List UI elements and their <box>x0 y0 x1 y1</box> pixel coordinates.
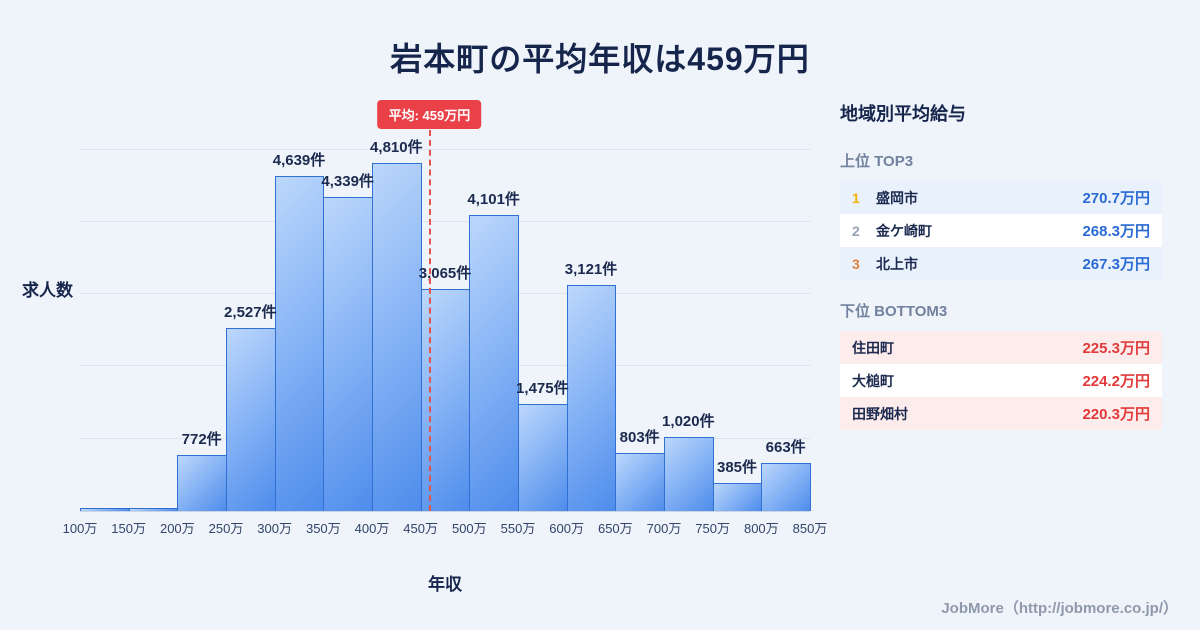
bar-value-label: 772件 <box>181 431 222 449</box>
x-tick-label: 350万 <box>305 521 341 536</box>
bar-value-label: 2,527件 <box>224 304 277 322</box>
region-name: 盛岡市 <box>876 189 918 206</box>
bar-value-label: 4,639件 <box>272 151 326 169</box>
x-tick-label: 100万 <box>62 521 98 536</box>
rank-badge: 3 <box>852 255 860 272</box>
gridline <box>80 148 810 150</box>
histogram-bar <box>761 463 811 511</box>
y-axis-label: 求人数 <box>22 281 73 300</box>
rank-badge: 1 <box>852 189 860 206</box>
rank-badge: 2 <box>852 222 860 239</box>
bar-value-label: 1,020件 <box>662 413 715 431</box>
region-salary: 220.3万円 <box>1082 406 1150 423</box>
histogram-bar <box>420 289 471 511</box>
x-axis-label: 年収 <box>428 575 462 594</box>
bar-value-label: 4,339件 <box>321 173 374 191</box>
histogram-bar <box>469 214 519 511</box>
region-name: 田野畑村 <box>852 405 908 422</box>
region-name: 住田町 <box>852 339 894 356</box>
average-line <box>429 130 432 511</box>
bar-value-label: 3,065件 <box>418 265 472 283</box>
bar-value-label: 3,121件 <box>564 261 618 279</box>
page-title: 岩本町の平均年収は459万円 <box>390 41 810 77</box>
region-salary: 225.3万円 <box>1082 340 1150 357</box>
histogram-bar <box>712 483 763 511</box>
histogram-bar <box>274 175 325 511</box>
histogram-bar <box>372 163 422 511</box>
bar-value-label: 1,475件 <box>516 380 569 398</box>
histogram-bar <box>323 197 373 511</box>
bar-value-label: 4,101件 <box>467 190 520 208</box>
sidebar-title: 地域別平均給与 <box>840 104 966 124</box>
region-name: 金ケ崎町 <box>876 222 932 239</box>
x-tick-label: 700万 <box>646 521 682 536</box>
table-row: 大槌町 224.2万円 <box>840 364 1162 397</box>
x-tick-label: 300万 <box>257 521 293 536</box>
x-tick-label: 800万 <box>743 521 779 536</box>
x-tick-label: 250万 <box>208 521 244 536</box>
table-row: 3 北上市 267.3万円 <box>840 247 1162 280</box>
average-badge: 平均: 459万円 <box>377 100 482 129</box>
bottom3-heading: 下位 BOTTOM3 <box>840 303 948 320</box>
region-name: 北上市 <box>876 255 918 272</box>
x-tick-label: 400万 <box>354 521 390 536</box>
x-tick-label: 850万 <box>792 521 828 536</box>
bar-value-label: 4,810件 <box>370 139 423 157</box>
table-row: 1 盛岡市 270.7万円 <box>840 181 1162 214</box>
region-salary: 270.7万円 <box>1082 190 1150 207</box>
bar-value-label: 663件 <box>765 439 806 457</box>
bottom3-table: 住田町 225.3万円 大槌町 224.2万円 田野畑村 220.3万円 <box>840 331 1162 430</box>
bar-value-label: 803件 <box>619 428 660 446</box>
x-tick-label: 500万 <box>451 521 487 536</box>
x-tick-label: 200万 <box>159 521 195 536</box>
histogram-bar <box>226 328 276 511</box>
x-tick-label: 600万 <box>549 521 585 536</box>
x-axis-ticks: 100万 150万 200万 250万 300万 350万 400万 450万 500万 550万… <box>63 518 828 538</box>
histogram-bar <box>566 285 617 511</box>
top3-table: 1 盛岡市 270.7万円 2 金ケ崎町 268.3万円 3 北上市 267.3… <box>840 181 1162 280</box>
top3-heading: 上位 TOP3 <box>840 153 914 170</box>
plot-area: 平均: 459万円 772件 2,527件 4,639件 4,339件 4,810件 3,… <box>80 100 811 512</box>
histogram-bar <box>664 437 714 511</box>
histogram-bar <box>177 455 227 511</box>
footer-credit: JobMore（http://jobmore.co.jp/） <box>941 600 1178 617</box>
table-row: 田野畑村 220.3万円 <box>840 397 1162 430</box>
bar-value-label: 385件 <box>716 459 758 477</box>
region-salary-sidebar: 地域別平均給与 上位 TOP3 1 盛岡市 270.7万円 2 金ケ崎町 268… <box>840 100 1162 430</box>
gridline <box>80 220 810 222</box>
histogram-bar <box>80 508 130 511</box>
table-row: 住田町 225.3万円 <box>840 331 1162 364</box>
region-salary: 267.3万円 <box>1082 256 1150 273</box>
x-tick-label: 150万 <box>111 521 147 536</box>
region-salary: 224.2万円 <box>1082 373 1150 390</box>
x-tick-label: 750万 <box>695 521 731 536</box>
histogram-bar <box>518 404 568 511</box>
region-salary: 268.3万円 <box>1082 223 1150 240</box>
x-tick-label: 650万 <box>597 521 633 536</box>
x-tick-label: 450万 <box>403 521 439 536</box>
table-row: 2 金ケ崎町 268.3万円 <box>840 214 1162 247</box>
region-name: 大槌町 <box>852 372 894 389</box>
x-tick-label: 550万 <box>500 521 536 536</box>
histogram-bar <box>615 452 665 511</box>
histogram-bar <box>128 507 179 511</box>
